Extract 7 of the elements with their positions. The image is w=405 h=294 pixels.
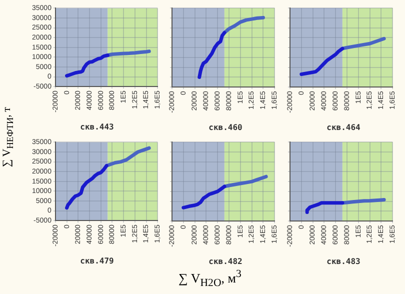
text: скв.443 xyxy=(80,122,114,132)
text: скв.483 xyxy=(326,256,361,266)
text: скв.479 xyxy=(80,256,114,266)
text: скв.460 xyxy=(208,122,243,132)
text: скв.482 xyxy=(208,256,243,266)
text: скв.464 xyxy=(326,122,361,132)
x-axis-title: ∑ V$_{H2O}$, м$^{3}$ xyxy=(178,268,242,289)
